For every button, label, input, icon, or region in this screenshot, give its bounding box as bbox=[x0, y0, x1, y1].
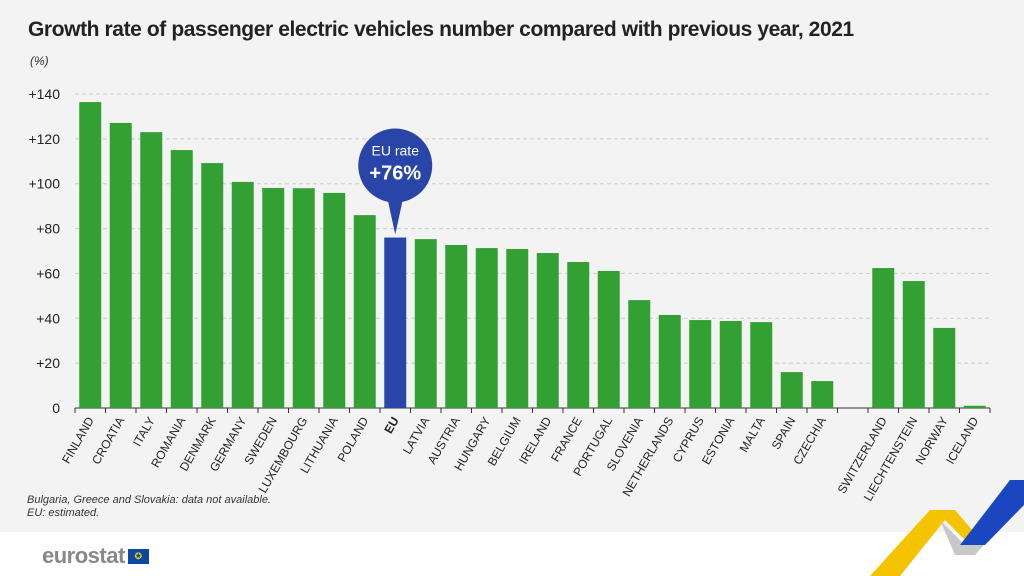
chart-title: Growth rate of passenger electric vehicl… bbox=[28, 18, 854, 41]
y-tick-label: +120 bbox=[28, 131, 60, 147]
bar-cyprus bbox=[689, 320, 712, 408]
x-tick-label: ITALY bbox=[130, 415, 158, 449]
bar-denmark bbox=[201, 163, 224, 408]
x-tick-label: LATVIA bbox=[400, 415, 432, 457]
bar-finland bbox=[79, 102, 102, 409]
bar-portugal bbox=[597, 270, 620, 408]
bar-slovenia bbox=[628, 300, 651, 408]
bar-iceland bbox=[963, 405, 986, 408]
bar-croatia bbox=[109, 122, 132, 408]
bar-sweden bbox=[262, 187, 285, 408]
bar-czechia bbox=[811, 381, 834, 408]
bar-latvia bbox=[414, 239, 437, 408]
annotation-label: EU rate bbox=[372, 143, 420, 159]
bar-liechtenstein bbox=[902, 281, 925, 408]
y-tick-label: +100 bbox=[28, 176, 60, 192]
bar-ireland bbox=[536, 253, 559, 408]
y-tick-label: 0 bbox=[52, 400, 60, 416]
bar-malta bbox=[750, 322, 773, 408]
y-tick-label: +40 bbox=[36, 310, 60, 326]
bar-luxembourg bbox=[292, 188, 315, 408]
bar-netherlands bbox=[658, 314, 681, 408]
eurostat-logo: eurostat ✪ bbox=[42, 543, 149, 569]
bubble-pointer bbox=[387, 197, 404, 235]
y-axis-unit: (%) bbox=[30, 54, 49, 68]
bar-austria bbox=[445, 244, 468, 408]
bar-hungary bbox=[475, 248, 498, 408]
y-tick-label: +60 bbox=[36, 265, 60, 281]
bar-lithuania bbox=[323, 192, 346, 408]
decor-blue-shape bbox=[960, 480, 1024, 545]
y-tick-label: +20 bbox=[36, 355, 60, 371]
bar-estonia bbox=[719, 320, 742, 408]
footnotes: Bulgaria, Greece and Slovakia: data not … bbox=[27, 494, 271, 520]
y-tick-label: +140 bbox=[28, 86, 60, 102]
x-tick-label: MALTA bbox=[737, 415, 768, 455]
bar-norway bbox=[933, 327, 956, 408]
footnote: EU: estimated. bbox=[27, 507, 100, 519]
logo-text: eurostat bbox=[42, 543, 125, 568]
bar-switzerland bbox=[872, 268, 895, 408]
bar-spain bbox=[780, 372, 803, 408]
bar-germany bbox=[231, 181, 254, 408]
bar-poland bbox=[353, 215, 376, 408]
x-tick-label: SPAIN bbox=[769, 415, 799, 452]
y-tick-label: +80 bbox=[36, 221, 60, 237]
bar-france bbox=[567, 261, 590, 408]
footnote: Bulgaria, Greece and Slovakia: data not … bbox=[27, 494, 271, 506]
decor-yellow-shape bbox=[870, 510, 985, 576]
bar-eu bbox=[384, 237, 407, 408]
x-tick-label: EU bbox=[381, 415, 401, 436]
bar-belgium bbox=[506, 248, 529, 408]
eu-flag-icon: ✪ bbox=[127, 548, 149, 564]
annotation-value: +76% bbox=[369, 163, 421, 185]
annotation-bubble bbox=[358, 128, 433, 203]
bar-italy bbox=[140, 132, 163, 408]
bar-romania bbox=[170, 150, 193, 409]
